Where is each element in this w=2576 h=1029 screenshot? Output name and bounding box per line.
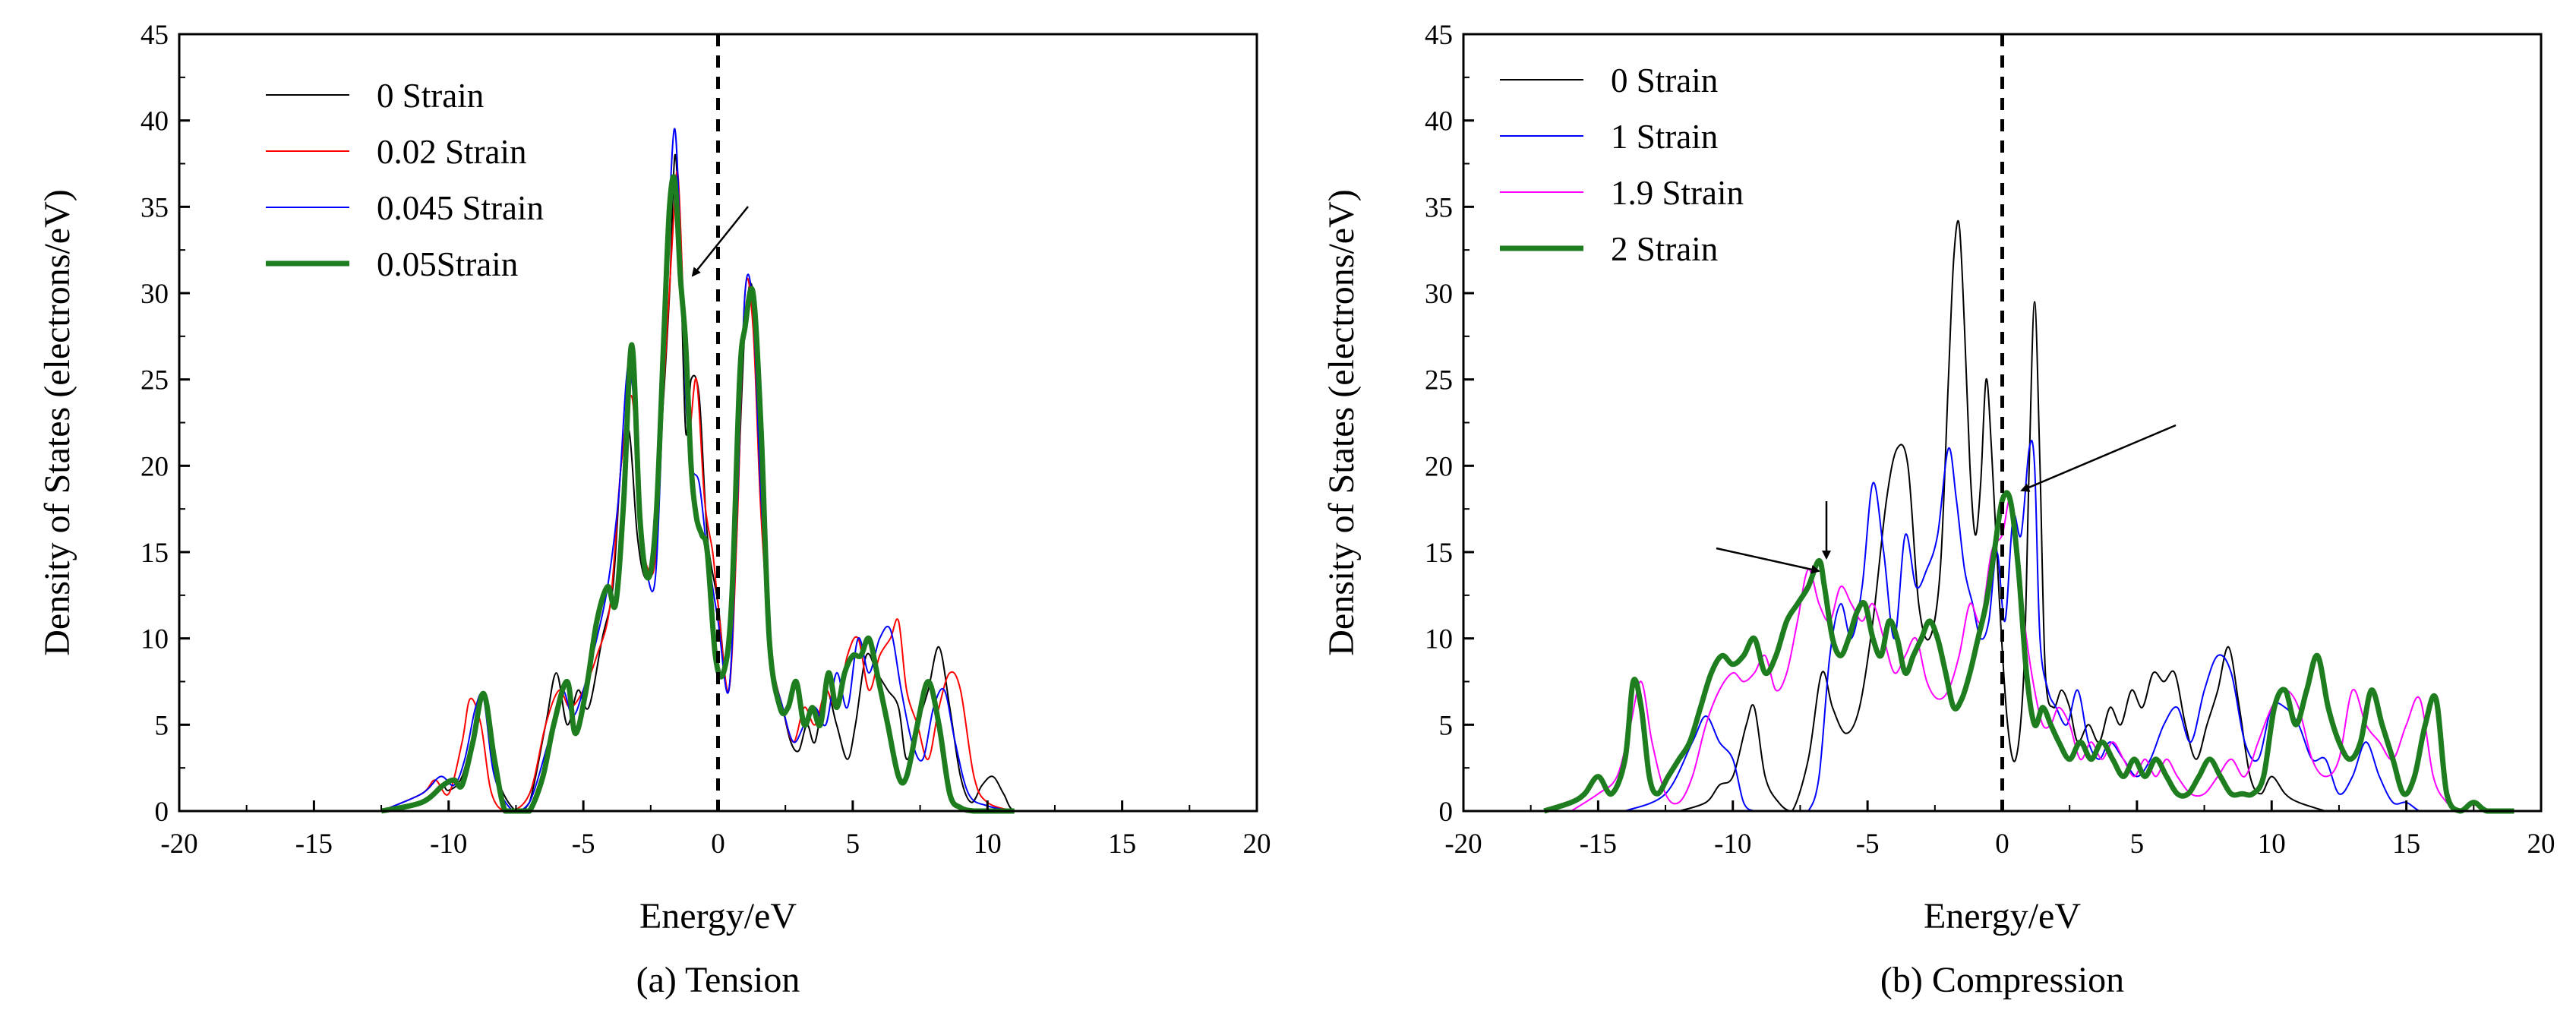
x-tick-label: 20: [1243, 829, 1271, 860]
x-tick-label: 0: [1995, 829, 2009, 860]
y-tick-label: 45: [140, 20, 169, 51]
x-tick-label: -10: [1714, 829, 1751, 860]
y-tick-label: 5: [1439, 710, 1454, 741]
y-tick-label: 40: [140, 106, 169, 137]
y-tick-label: 30: [140, 279, 169, 310]
annotation-arrow-b3: [2020, 424, 2177, 492]
legend-label: 1.9 Strain: [1611, 174, 1744, 212]
y-tick-label: 0: [155, 797, 169, 828]
y-tick-label: 20: [140, 451, 169, 482]
x-tick-label: -20: [160, 829, 197, 860]
y-tick-label: 15: [140, 538, 169, 569]
chart-panel-tension: -20 -15 -10 -5 0 5 10 15 20 0 5 10 15 20 25 30 35 40 45 En…: [37, 20, 1271, 1000]
y-tick-label: 10: [140, 624, 169, 655]
x-tick-label: -10: [430, 829, 467, 860]
y-tick-label: 15: [1425, 538, 1453, 569]
legend-label: 1 Strain: [1611, 118, 1718, 156]
x-tick-label: 0: [711, 829, 725, 860]
y-tick-label: 5: [155, 710, 169, 741]
legend-label: 0.045 Strain: [377, 189, 544, 227]
caption-b: (b) Compression: [1880, 960, 2124, 1000]
annotation-arrow-b2: [1716, 547, 1820, 574]
legend-label: 0.02 Strain: [377, 133, 527, 171]
y-axis-label-a: Density of States (electrons/eV): [37, 189, 77, 655]
x-tick-label: 20: [2527, 829, 2555, 860]
y-tick-label: 25: [1425, 365, 1453, 396]
y-tick-label: 40: [1425, 106, 1453, 137]
series-line-0-strain: [1678, 219, 2326, 812]
x-axis-label-a: Energy/eV: [639, 896, 797, 936]
y-tick-label: 10: [1425, 624, 1453, 655]
y-tick-label: 45: [1425, 20, 1453, 51]
x-tick-label: 15: [1108, 829, 1136, 860]
caption-a: (a) Tension: [636, 960, 800, 1000]
series-line-2-strain: [1543, 490, 2514, 814]
y-tick-label: 35: [140, 192, 169, 223]
axis-ticks-b: -20 -15 -10 -5 0 5 10 15 20 0 5 10 15 20 25 30 35 40 45: [1425, 20, 2555, 860]
legend-label: 2 Strain: [1611, 230, 1718, 268]
x-tick-label: -5: [1856, 829, 1880, 860]
series-line-0-05strain: [380, 174, 1015, 814]
x-tick-label: -15: [295, 829, 333, 860]
x-tick-label: -20: [1444, 829, 1482, 860]
axis-ticks-a: -20 -15 -10 -5 0 5 10 15 20 0 5 10 15 20 25 30 35 40 45: [140, 20, 1271, 860]
legend-label: 0.05Strain: [377, 245, 518, 283]
x-tick-label: -15: [1580, 829, 1617, 860]
x-tick-label: 5: [846, 829, 860, 860]
series-layer-b: [1543, 219, 2514, 814]
x-tick-label: -5: [572, 829, 595, 860]
y-axis-label-b: Density of States (electrons/eV): [1321, 189, 1362, 655]
y-tick-label: 25: [140, 365, 169, 396]
legend-a: 0 Strain 0.02 Strain 0.045 Strain 0.05Strai…: [266, 77, 544, 283]
x-tick-label: 15: [2392, 829, 2420, 860]
legend-b: 0 Strain 1 Strain 1.9 Strain 2 Strain: [1500, 62, 1744, 268]
y-tick-label: 30: [1425, 279, 1453, 310]
legend-label: 0 Strain: [377, 77, 484, 115]
x-tick-label: 10: [974, 829, 1002, 860]
legend-label: 0 Strain: [1611, 62, 1718, 99]
series-layer-a: [380, 128, 1042, 814]
chart-panel-compression: -20 -15 -10 -5 0 5 10 15 20 0 5 10 15 20 25 30 35 40 45 En…: [1321, 20, 2555, 1000]
y-tick-label: 20: [1425, 451, 1453, 482]
x-axis-label-b: Energy/eV: [1924, 896, 2081, 936]
series-line-0-02-strain: [380, 170, 1015, 812]
y-tick-label: 35: [1425, 192, 1453, 223]
x-tick-label: 5: [2130, 829, 2145, 860]
annotation-arrow-a1: [691, 206, 749, 277]
x-tick-label: 10: [2258, 829, 2286, 860]
y-tick-label: 0: [1439, 797, 1454, 828]
